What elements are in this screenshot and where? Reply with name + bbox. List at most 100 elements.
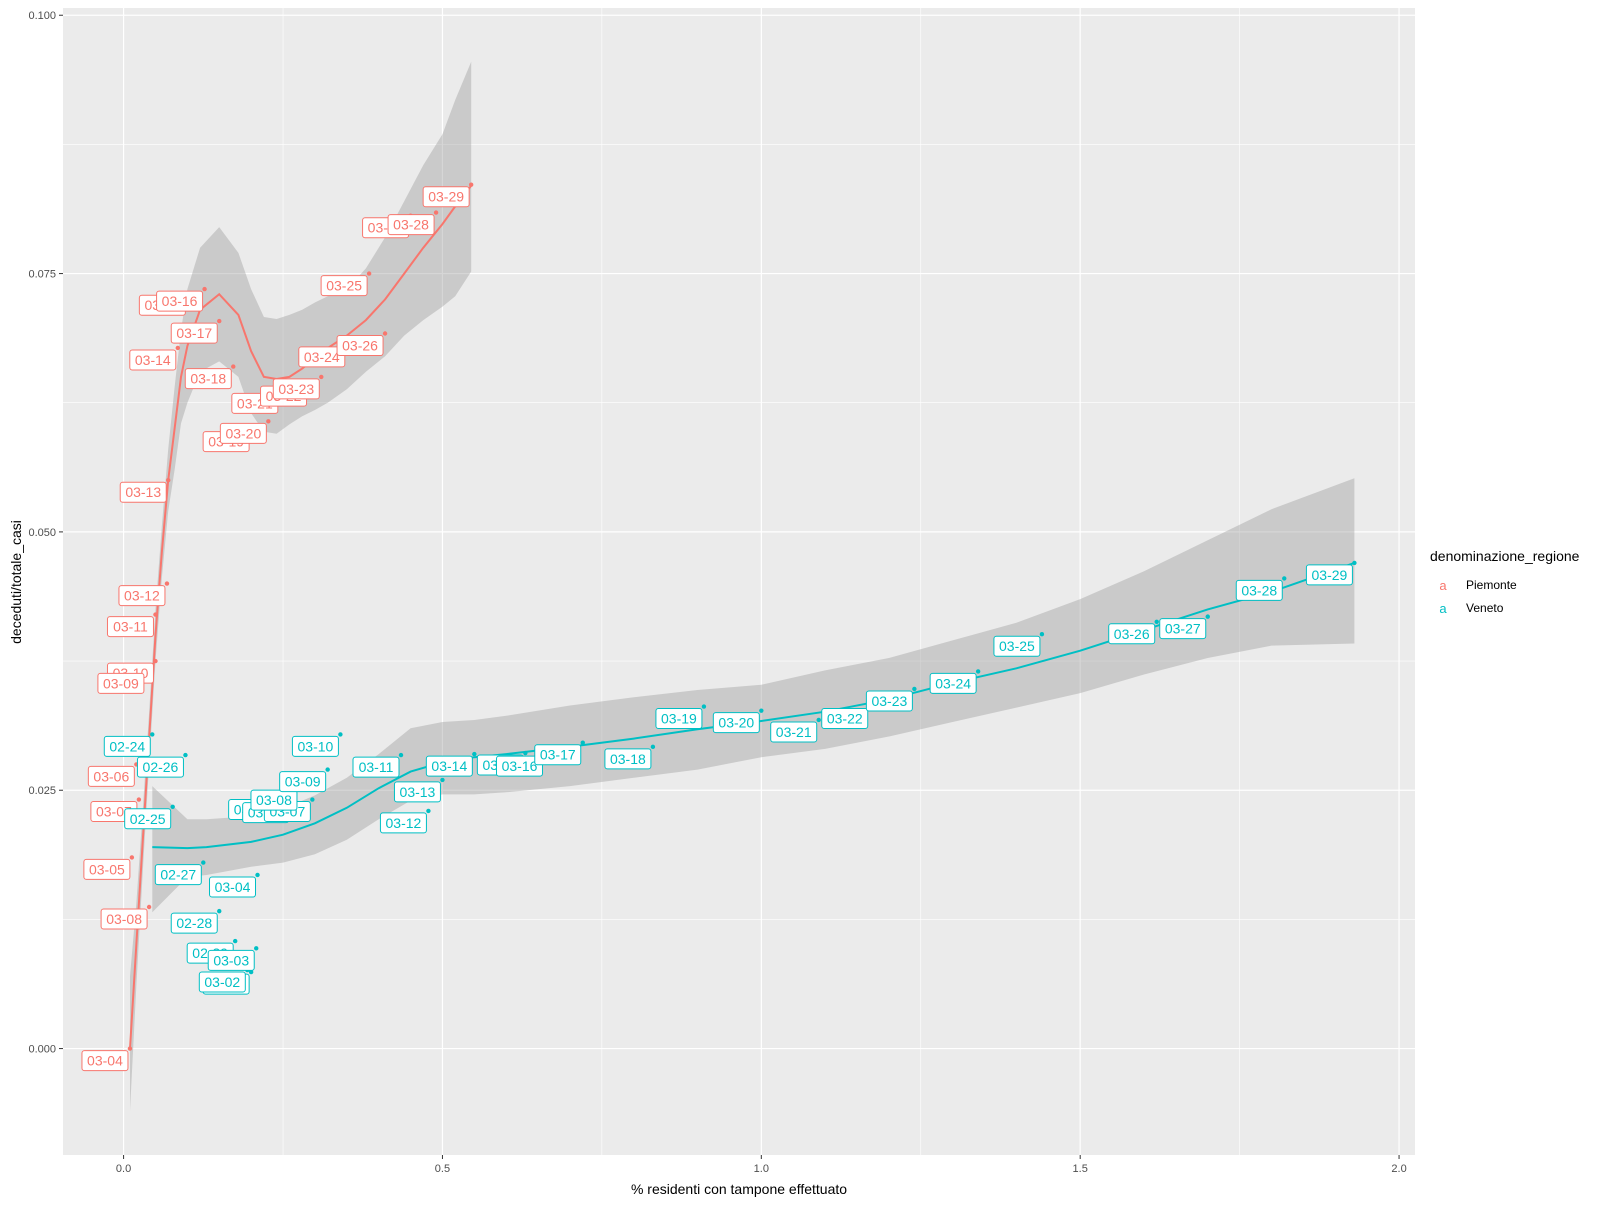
point-label-veneto: 03-11	[359, 759, 394, 775]
point-veneto-02-24	[150, 732, 155, 737]
point-labels: 03-04 03-08 03-05 03-07 03-06 03-10 03-09 03-11…	[81, 186, 1353, 1072]
point-veneto-03-17	[580, 740, 585, 745]
legend-label-piemonte: Piemonte	[1466, 578, 1517, 592]
point-piemonte-03-28	[433, 210, 439, 215]
label-box-veneto	[207, 949, 255, 971]
point-label-veneto: 03-22	[827, 711, 863, 727]
point-piemonte-03-04	[127, 1046, 133, 1051]
point-label-veneto: 03-10	[298, 738, 334, 754]
point-label-veneto: 03-27	[1165, 621, 1201, 637]
point-veneto-03-28	[1282, 576, 1287, 581]
label-box-piemonte	[272, 378, 320, 400]
confidence-band-veneto	[152, 478, 1355, 913]
label-box-veneto	[425, 755, 473, 777]
point-piemonte-03-13	[166, 478, 171, 483]
point-veneto-03-23	[912, 686, 917, 692]
point-veneto-03-15	[523, 750, 528, 756]
point-label-piemonte: 03-29	[428, 189, 464, 205]
point-label-piemonte: 03-28	[393, 217, 429, 233]
point-piemonte-03-05	[129, 855, 135, 860]
label-box-veneto	[495, 755, 543, 777]
point-veneto-02-29	[232, 938, 238, 944]
point-veneto-03-29	[1352, 560, 1357, 566]
label-box-veneto	[154, 864, 202, 886]
label-box-piemonte	[118, 585, 166, 607]
label-box-veneto	[209, 876, 257, 898]
point-label-piemonte: 03-13	[125, 484, 161, 500]
point-veneto-02-28	[217, 908, 222, 914]
point-veneto-03-10	[338, 732, 343, 737]
label-box-veneto	[291, 735, 339, 757]
point-label-veneto: 03-28	[1241, 582, 1277, 598]
label-box-veneto	[124, 808, 172, 830]
label-box-piemonte	[298, 346, 346, 368]
label-box-piemonte	[81, 1050, 129, 1072]
point-label-veneto: 03-13	[400, 784, 436, 800]
label-box-veneto	[821, 708, 869, 730]
point-veneto-02-27	[201, 860, 206, 865]
legend-key-veneto: a	[1439, 601, 1447, 616]
label-box-piemonte	[219, 422, 267, 444]
grid-minor	[63, 8, 1415, 1155]
point-piemonte-03-23	[319, 374, 324, 380]
label-box-piemonte	[100, 908, 148, 930]
point-label-veneto: 03-03	[213, 952, 249, 968]
point-piemonte-03-16	[202, 286, 207, 292]
point-veneto-03-13	[440, 777, 445, 783]
point-veneto-03-24	[975, 669, 981, 674]
legend-title: denominazione_regione	[1430, 548, 1580, 564]
point-piemonte-03-08	[146, 904, 152, 910]
label-box-piemonte	[106, 616, 154, 638]
point-label-piemonte: 03-12	[124, 588, 160, 604]
x-tick-label: 1.5	[1073, 1163, 1088, 1175]
point-label-veneto: 03-20	[718, 715, 754, 731]
x-tick-label: 1.0	[754, 1163, 769, 1175]
point-veneto-03-19	[701, 704, 707, 709]
point-label-veneto: 03-26	[1114, 626, 1150, 642]
point-veneto-03-12	[426, 808, 431, 814]
point-label-veneto: 03-21	[776, 724, 812, 740]
point-label-piemonte: 03-23	[278, 381, 314, 397]
point-label-veneto: 03-17	[540, 747, 576, 763]
label-box-veneto	[604, 748, 652, 770]
point-label-veneto: 03-23	[871, 693, 907, 709]
point-label-veneto: 03-14	[431, 758, 467, 774]
point-label-veneto: 03-02	[204, 974, 240, 990]
point-label-veneto: 02-28	[176, 915, 212, 931]
legend-label-veneto: Veneto	[1466, 601, 1504, 615]
x-tick-label: 0.0	[116, 1163, 131, 1175]
label-box-piemonte	[422, 186, 470, 208]
point-piemonte-03-29	[468, 182, 474, 187]
point-veneto-03-25	[1039, 632, 1045, 637]
label-box-veneto	[534, 744, 582, 766]
label-box-veneto	[198, 971, 246, 993]
point-label-veneto: 03-29	[1312, 567, 1348, 583]
label-box-veneto	[379, 812, 427, 834]
point-label-veneto: 02-25	[130, 811, 166, 827]
point-piemonte-03-12	[164, 581, 170, 586]
label-box-piemonte	[97, 672, 145, 694]
grid-major	[63, 8, 1415, 1155]
point-veneto-03-21	[816, 717, 821, 723]
legend-key-piemonte: a	[1439, 578, 1447, 593]
label-box-veneto	[393, 781, 441, 803]
point-veneto-03-04	[255, 872, 260, 878]
label-box-piemonte	[83, 858, 131, 880]
point-label-piemonte: 03-14	[135, 352, 171, 368]
y-tick-label: 0.075	[28, 269, 56, 281]
point-label-piemonte: 03-05	[89, 861, 125, 877]
point-label-veneto: 02-26	[143, 759, 179, 775]
label-box-piemonte	[320, 275, 368, 297]
point-label-veneto: 03-18	[610, 751, 646, 767]
y-tick-label: 0.000	[28, 1044, 56, 1056]
y-axis-title: deceduti/totale_casi	[8, 520, 24, 644]
label-box-piemonte	[184, 368, 232, 390]
point-veneto-03-20	[759, 708, 764, 713]
label-box-veneto	[170, 912, 218, 934]
label-box-veneto	[279, 771, 327, 793]
label-box-veneto	[250, 789, 298, 811]
point-label-piemonte: 03-09	[103, 675, 139, 691]
point-label-veneto: 03-12	[386, 815, 422, 831]
